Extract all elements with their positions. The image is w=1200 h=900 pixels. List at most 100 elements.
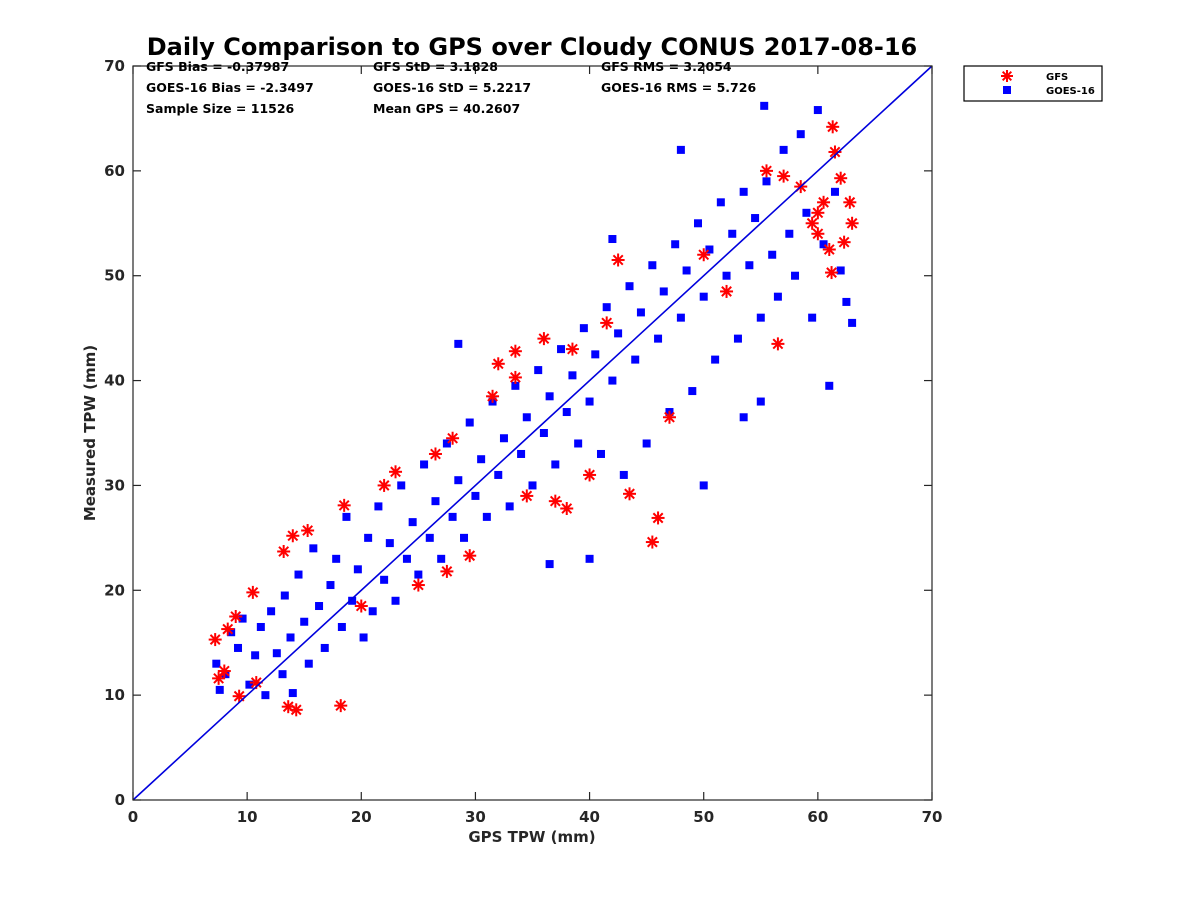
point-goes16: [796, 130, 805, 139]
one-to-one-line: [132, 65, 933, 801]
legend-goes-marker: [1003, 86, 1011, 94]
legend: GFS GOES-16: [963, 65, 1103, 102]
y-axis-label: Measured TPW (mm): [81, 345, 99, 521]
point-gfs: [843, 195, 857, 209]
point-goes16: [215, 685, 224, 694]
point-goes16: [642, 439, 651, 448]
x-axis-label: GPS TPW (mm): [468, 828, 595, 846]
point-gfs: [301, 524, 315, 538]
point-goes16: [374, 502, 383, 511]
chart-title: Daily Comparison to GPS over Cloudy CONU…: [147, 33, 918, 61]
stat-sample-size: Sample Size = 11526: [146, 101, 295, 116]
point-gfs: [286, 529, 300, 543]
point-goes16: [631, 355, 640, 364]
point-goes16: [448, 512, 457, 521]
point-gfs: [817, 195, 831, 209]
point-goes16: [280, 591, 289, 600]
point-goes16: [517, 449, 526, 458]
point-goes16: [437, 554, 446, 563]
point-goes16: [397, 481, 406, 490]
point-goes16: [425, 533, 434, 542]
point-goes16: [739, 413, 748, 422]
point-goes16: [785, 229, 794, 238]
point-goes16: [454, 476, 463, 485]
point-gfs: [440, 564, 454, 578]
point-goes16: [694, 219, 703, 228]
point-goes16: [676, 313, 685, 322]
point-goes16: [585, 554, 594, 563]
x-tick-label: 70: [922, 808, 943, 826]
point-goes16: [364, 533, 373, 542]
point-gfs: [720, 284, 734, 298]
point-goes16: [756, 397, 765, 406]
point-gfs: [826, 120, 840, 134]
point-gfs: [508, 370, 522, 384]
point-goes16: [320, 643, 329, 652]
point-gfs: [520, 489, 534, 503]
point-goes16: [808, 313, 817, 322]
point-goes16: [596, 449, 605, 458]
point-goes16: [539, 429, 548, 437]
point-gfs: [334, 699, 348, 713]
y-tick-label: 0: [115, 791, 125, 809]
point-goes16: [825, 381, 834, 390]
point-goes16: [528, 481, 537, 490]
point-goes16: [300, 617, 309, 626]
point-gfs: [662, 410, 676, 424]
legend-box: [963, 65, 1103, 102]
x-tick-label: 20: [351, 808, 372, 826]
point-goes16: [773, 292, 782, 301]
point-gfs: [411, 578, 425, 592]
point-gfs: [834, 171, 848, 185]
series-goes-16: [212, 101, 857, 700]
point-goes16: [505, 502, 514, 511]
point-goes16: [722, 271, 731, 280]
point-goes16: [739, 187, 748, 196]
point-gfs: [232, 689, 246, 703]
point-goes16: [499, 434, 508, 443]
point-gfs: [600, 316, 614, 330]
point-gfs: [811, 227, 825, 241]
point-goes16: [337, 622, 346, 631]
series-gfs: [208, 120, 859, 717]
point-goes16: [414, 570, 423, 579]
point-goes16: [671, 240, 680, 249]
point-goes16: [534, 366, 543, 375]
point-goes16: [779, 145, 788, 154]
point-goes16: [420, 460, 429, 469]
point-goes16: [380, 575, 389, 584]
point-goes16: [625, 282, 634, 291]
point-goes16: [608, 376, 617, 385]
stat-mean-gps: Mean GPS = 40.2607: [373, 101, 520, 116]
point-goes16: [212, 659, 221, 668]
point-gfs: [623, 487, 637, 501]
point-gfs: [537, 332, 551, 346]
point-goes16: [511, 381, 520, 390]
point-gfs: [463, 549, 477, 563]
point-goes16: [562, 408, 571, 417]
point-goes16: [756, 313, 765, 322]
point-gfs: [811, 206, 825, 220]
legend-gfs-marker: [1001, 70, 1013, 82]
point-goes16: [385, 539, 394, 548]
point-goes16: [442, 439, 451, 448]
point-goes16: [368, 607, 377, 616]
point-gfs: [486, 389, 500, 403]
stat-gfs-bias: GFS Bias = -0.37987: [146, 59, 289, 74]
plot-area: 0 10 20 30 40 50 60 70 0 10 20 30 40 50 60 70: [104, 57, 942, 826]
point-gfs: [377, 478, 391, 492]
point-gfs: [759, 164, 773, 178]
point-gfs: [565, 342, 579, 356]
stat-goes-std: GOES-16 StD = 5.2217: [373, 80, 531, 95]
point-gfs: [246, 585, 260, 599]
point-gfs: [337, 498, 351, 512]
point-goes16: [494, 470, 503, 479]
point-goes16: [309, 544, 318, 553]
point-gfs: [277, 544, 291, 558]
y-tick-label: 20: [104, 581, 125, 599]
point-goes16: [813, 106, 822, 115]
point-goes16: [454, 339, 463, 348]
point-goes16: [460, 533, 469, 542]
point-goes16: [716, 198, 725, 207]
point-gfs: [548, 494, 562, 508]
